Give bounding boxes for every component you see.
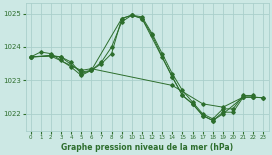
X-axis label: Graphe pression niveau de la mer (hPa): Graphe pression niveau de la mer (hPa) bbox=[61, 143, 233, 152]
